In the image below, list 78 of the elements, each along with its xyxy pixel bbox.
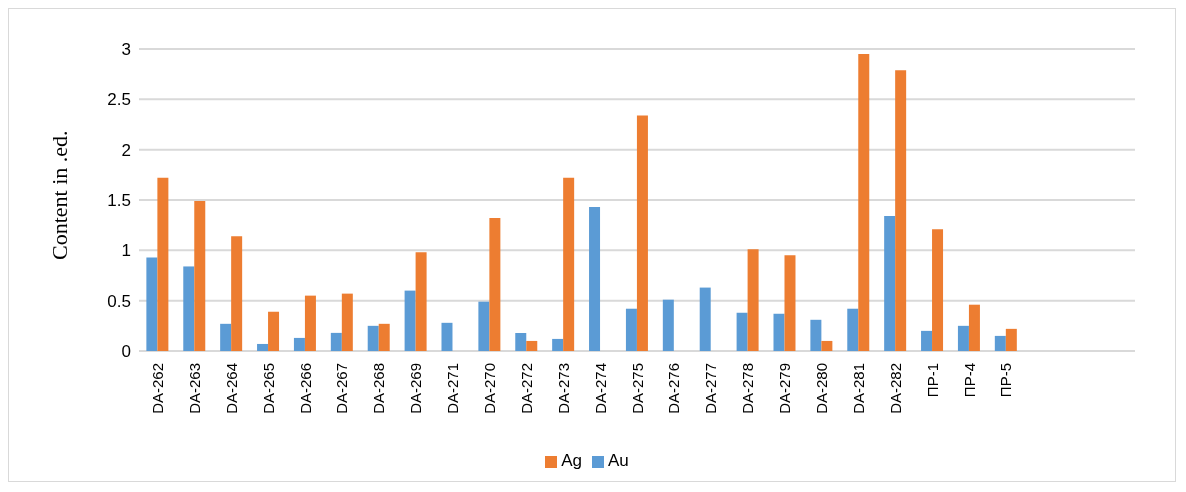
bar	[526, 340, 538, 351]
bar	[378, 323, 390, 351]
x-tick-label: DA-279	[776, 363, 794, 414]
x-tick-label: DA-275	[628, 363, 646, 414]
bar	[478, 301, 490, 351]
bar	[994, 335, 1006, 351]
x-tick-label: DA-263	[185, 363, 203, 414]
bar	[157, 177, 169, 351]
bar	[636, 115, 648, 351]
x-tick-label: DA-272	[517, 363, 535, 414]
bar	[847, 308, 859, 351]
bar	[921, 330, 933, 351]
bar	[968, 304, 980, 351]
bar	[304, 295, 316, 351]
bar	[231, 236, 243, 351]
bar	[489, 218, 501, 351]
bar	[441, 322, 453, 351]
bar	[858, 54, 870, 351]
bar	[821, 340, 833, 351]
bar	[367, 325, 379, 351]
x-tick-label: DA-273	[554, 363, 572, 414]
bar	[773, 313, 785, 351]
x-tick-label: DA-265	[259, 363, 277, 414]
x-tick-label: DA-278	[739, 363, 757, 414]
x-tick-label: DA-274	[591, 363, 609, 414]
bar	[515, 332, 527, 351]
bar	[736, 312, 748, 351]
bar	[341, 293, 353, 351]
bar	[257, 343, 269, 351]
y-tick-label: 1.5	[107, 191, 131, 211]
x-tick-label: DA-267	[333, 363, 351, 414]
bar	[957, 325, 969, 351]
bar	[895, 70, 907, 351]
x-tick-label: DA-282	[886, 363, 904, 414]
y-tick-label: 0	[121, 342, 131, 362]
x-tick-label: DA-268	[370, 363, 388, 414]
bar	[1005, 328, 1017, 351]
x-tick-label: ПР-5	[997, 363, 1015, 398]
bar	[589, 207, 601, 351]
bar	[810, 319, 822, 351]
bar	[146, 257, 158, 351]
y-tick-label: 3	[121, 40, 131, 60]
bar	[625, 308, 637, 351]
bar	[884, 216, 896, 351]
bar	[932, 229, 944, 351]
x-tick-label: DA-270	[480, 363, 498, 414]
x-tick-label: DA-264	[222, 363, 240, 414]
bar	[747, 249, 759, 351]
y-tick-label: 2	[121, 140, 131, 160]
x-tick-label: DA-269	[407, 363, 425, 414]
y-axis-title: Content in .ed.	[46, 130, 72, 260]
legend-label: Au	[608, 451, 629, 470]
x-tick-label: ПР-4	[960, 363, 978, 398]
x-tick-label: DA-266	[296, 363, 314, 414]
bar	[404, 290, 416, 351]
x-tick-label: DA-277	[702, 363, 720, 414]
x-tick-label: ПР-1	[923, 363, 941, 398]
bar	[552, 338, 564, 351]
legend-label: Ag	[561, 451, 582, 470]
y-tick-label: 1	[121, 241, 131, 261]
bar	[784, 255, 796, 351]
y-tick-label: 0.5	[107, 291, 131, 311]
bar	[293, 337, 305, 351]
x-tick-label: DA-262	[148, 363, 166, 414]
x-tick-label: DA-271	[444, 363, 462, 414]
bar	[330, 332, 342, 351]
bar	[183, 266, 195, 351]
bar	[220, 323, 232, 351]
y-tick-label: 2.5	[107, 90, 131, 110]
x-tick-label: DA-276	[665, 363, 683, 414]
bar	[415, 252, 427, 351]
x-tick-label: DA-280	[812, 363, 830, 414]
x-tick-label: DA-281	[849, 363, 867, 414]
bar	[563, 177, 575, 351]
bar	[699, 287, 711, 351]
bar	[194, 201, 206, 351]
bar	[268, 311, 280, 351]
bar	[662, 299, 674, 351]
